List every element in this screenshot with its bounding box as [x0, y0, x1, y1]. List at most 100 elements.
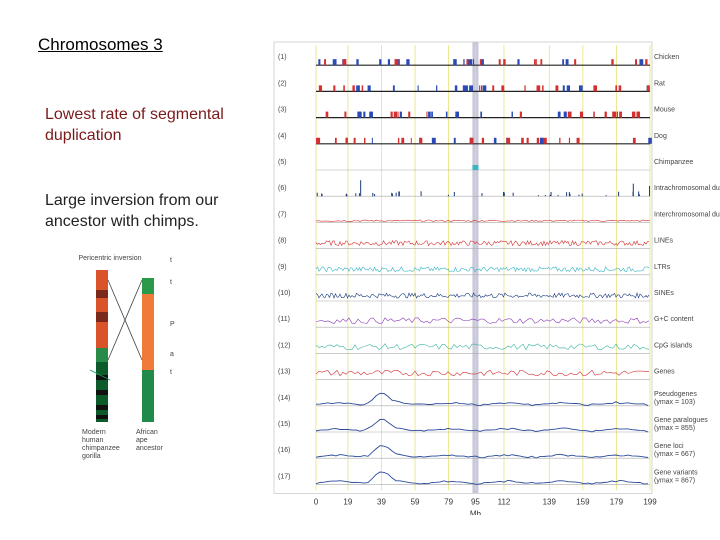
track-label: Genes	[654, 369, 675, 376]
synteny-block	[428, 111, 431, 118]
synteny-block	[493, 137, 497, 144]
right-caption-line: ape	[136, 437, 148, 444]
x-tick-label: 179	[610, 497, 624, 506]
side-mark: t	[170, 257, 172, 264]
synteny-block	[593, 111, 595, 118]
track-number: (12)	[278, 342, 290, 349]
synteny-block	[454, 85, 458, 92]
synteny-block	[318, 85, 323, 92]
synteny-block	[399, 111, 402, 118]
synteny-block	[426, 111, 428, 118]
synteny-block	[406, 59, 410, 66]
side-mark: P	[170, 321, 175, 328]
synteny-block	[318, 59, 321, 66]
synteny-block	[344, 111, 347, 118]
track-sublabel: (ymax = 867)	[654, 477, 695, 484]
side-mark: t	[170, 369, 172, 376]
left-caption-line: human	[82, 437, 104, 444]
synteny-block	[367, 85, 371, 92]
synteny-block	[611, 59, 614, 66]
synteny-block	[635, 59, 638, 66]
right-caption-line: African	[136, 429, 158, 436]
synteny-block	[564, 111, 567, 118]
track-number: (13)	[278, 369, 290, 376]
synteny-block	[417, 85, 419, 92]
synteny-block	[637, 111, 641, 118]
synteny-block	[369, 111, 373, 118]
track-label: CpG islands	[654, 342, 693, 349]
synteny-block	[519, 111, 522, 118]
synteny-block	[419, 137, 423, 144]
synteny-block	[397, 59, 400, 66]
synteny-block	[535, 59, 537, 66]
track-sublabel: (ymax = 855)	[654, 425, 695, 432]
synteny-block	[631, 111, 636, 118]
synteny-block	[555, 85, 559, 92]
synteny-block	[463, 85, 465, 92]
synteny-block	[352, 85, 355, 92]
track-series	[315, 369, 649, 377]
synteny-block	[615, 85, 618, 92]
synteny-block	[464, 85, 468, 92]
x-tick-label: 159	[576, 497, 590, 506]
track-sublabel: (ymax = 667)	[654, 451, 695, 458]
synteny-block	[517, 59, 520, 66]
x-tick-label: 19	[343, 497, 352, 506]
synteny-block	[324, 59, 327, 66]
synteny-block	[332, 59, 337, 66]
synteny-block	[511, 111, 513, 118]
track-series	[315, 418, 649, 433]
track-number: (5)	[278, 159, 287, 166]
chimp-block	[472, 165, 479, 170]
ideogram-heading: Pericentric inversion	[78, 255, 141, 262]
synteny-block	[397, 137, 400, 144]
track-series	[316, 219, 651, 222]
synteny-block	[387, 59, 391, 66]
track-label: Pseudogenes	[654, 391, 697, 398]
x-tick-label: 199	[643, 497, 657, 506]
track-number: (16)	[278, 447, 290, 454]
synteny-block	[325, 111, 329, 118]
synteny-block	[540, 137, 543, 144]
right-caption: African ape ancestor	[136, 429, 164, 452]
synteny-block	[353, 137, 356, 144]
synteny-block	[632, 137, 636, 144]
x-tick-label: 39	[377, 497, 386, 506]
track-label: LINEs	[654, 238, 674, 245]
track-label: Interchromosomal duplications	[654, 211, 720, 218]
synteny-block	[534, 59, 536, 66]
left-caption-line: chimpanzee	[82, 445, 120, 452]
track-number: (6)	[278, 185, 287, 192]
synteny-block	[645, 59, 648, 66]
synteny-block	[469, 137, 474, 144]
synteny-block	[363, 111, 366, 118]
synteny-block	[455, 111, 460, 118]
synteny-block	[648, 137, 652, 144]
track-number: (2)	[278, 80, 287, 87]
track-label: Gene loci	[654, 443, 684, 450]
synteny-block	[524, 85, 526, 92]
right-chromosome	[142, 278, 154, 422]
track-number: (1)	[278, 54, 287, 61]
track-label: Chimpanzee	[654, 159, 693, 166]
synteny-block	[431, 111, 433, 118]
figure-frame	[273, 41, 653, 494]
synteny-block	[317, 137, 321, 144]
left-caption-line: Modern	[82, 429, 106, 436]
synteny-block	[542, 85, 544, 92]
right-caption-line: ancestor	[136, 445, 164, 452]
track-series	[315, 343, 650, 351]
track-number: (15)	[278, 421, 290, 428]
synteny-block	[397, 111, 399, 118]
synteny-block	[379, 59, 382, 66]
synteny-block	[410, 137, 412, 144]
side-mark: t	[170, 279, 172, 286]
track-number: (11)	[278, 316, 290, 323]
synteny-block	[543, 137, 547, 144]
track-number: (17)	[278, 473, 290, 480]
track-label: Dog	[654, 133, 667, 140]
synteny-block	[343, 85, 345, 92]
synteny-block	[466, 59, 469, 66]
track-series	[315, 445, 649, 459]
synteny-block	[469, 85, 474, 92]
